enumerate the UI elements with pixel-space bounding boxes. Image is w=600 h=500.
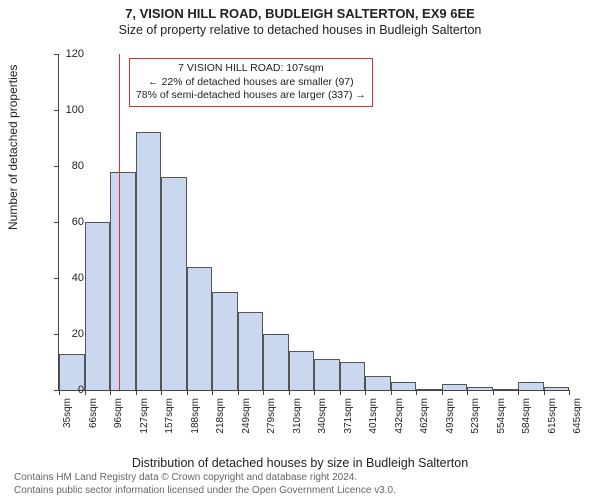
reference-line [119, 54, 120, 390]
histogram-bar [442, 384, 468, 390]
ytick-label: 120 [66, 48, 84, 60]
xtick-mark [314, 390, 315, 395]
xtick-label: 188sqm [190, 398, 201, 434]
plot-area: 35sqm66sqm96sqm127sqm157sqm188sqm218sqm2… [58, 54, 568, 410]
xtick-label: 462sqm [419, 398, 430, 434]
xtick-label: 279sqm [266, 398, 277, 434]
xtick-label: 371sqm [343, 398, 354, 434]
histogram-bar [289, 351, 315, 390]
histogram-bar [263, 334, 289, 390]
xtick-label: 523sqm [470, 398, 481, 434]
ytick-mark [54, 278, 59, 279]
xtick-mark [416, 390, 417, 395]
xtick-mark [340, 390, 341, 395]
histogram-bar [340, 362, 366, 390]
xtick-mark [59, 390, 60, 395]
xtick-mark [544, 390, 545, 395]
histogram-bar [544, 387, 570, 390]
xtick-label: 340sqm [317, 398, 328, 434]
xtick-mark [212, 390, 213, 395]
chart-inner: 35sqm66sqm96sqm127sqm157sqm188sqm218sqm2… [58, 54, 569, 391]
histogram-bar [518, 382, 544, 390]
xtick-label: 645sqm [572, 398, 583, 434]
xtick-mark [289, 390, 290, 395]
xtick-label: 615sqm [547, 398, 558, 434]
xtick-mark [85, 390, 86, 395]
ytick-mark [54, 334, 59, 335]
xtick-mark [263, 390, 264, 395]
y-axis-label: Number of detached properties [6, 65, 20, 230]
footer-line-1: Contains HM Land Registry data © Crown c… [14, 472, 396, 485]
xtick-label: 493sqm [445, 398, 456, 434]
ytick-label: 60 [72, 216, 84, 228]
annotation-line: ← 22% of detached houses are smaller (97… [136, 76, 366, 90]
annotation-line: 78% of semi-detached houses are larger (… [136, 89, 366, 103]
histogram-bar [187, 267, 213, 390]
histogram-bar [238, 312, 264, 390]
xtick-mark [493, 390, 494, 395]
histogram-bar [365, 376, 391, 390]
annotation-line: 7 VISION HILL ROAD: 107sqm [136, 62, 366, 76]
ytick-label: 0 [78, 384, 84, 396]
histogram-bar [110, 172, 136, 390]
chart-container: 7, VISION HILL ROAD, BUDLEIGH SALTERTON,… [0, 0, 600, 500]
xtick-label: 66sqm [88, 398, 99, 428]
xtick-label: 127sqm [139, 398, 150, 434]
histogram-bar [416, 389, 442, 390]
footer-line-2: Contains public sector information licen… [14, 485, 396, 498]
ytick-label: 80 [72, 160, 84, 172]
xtick-mark [518, 390, 519, 395]
xtick-mark [187, 390, 188, 395]
ytick-mark [54, 222, 59, 223]
histogram-bar [136, 132, 162, 390]
ytick-mark [54, 110, 59, 111]
xtick-label: 157sqm [164, 398, 175, 434]
annotation-box: 7 VISION HILL ROAD: 107sqm← 22% of detac… [129, 58, 373, 107]
xtick-label: 96sqm [113, 398, 124, 428]
xtick-mark [442, 390, 443, 395]
chart-title-sub: Size of property relative to detached ho… [0, 21, 600, 41]
ytick-mark [54, 54, 59, 55]
histogram-bar [493, 389, 519, 390]
histogram-bar [212, 292, 238, 390]
xtick-label: 401sqm [368, 398, 379, 434]
xtick-mark [365, 390, 366, 395]
xtick-mark [238, 390, 239, 395]
xtick-label: 584sqm [521, 398, 532, 434]
xtick-mark [569, 390, 570, 395]
xtick-label: 554sqm [496, 398, 507, 434]
xtick-mark [391, 390, 392, 395]
ytick-label: 40 [72, 272, 84, 284]
ytick-label: 20 [72, 328, 84, 340]
xtick-mark [161, 390, 162, 395]
footer-attribution: Contains HM Land Registry data © Crown c… [14, 472, 396, 497]
xtick-mark [467, 390, 468, 395]
ytick-mark [54, 166, 59, 167]
histogram-bar [314, 359, 340, 390]
histogram-bar [391, 382, 417, 390]
xtick-mark [136, 390, 137, 395]
histogram-bar [467, 387, 493, 390]
histogram-bar [85, 222, 111, 390]
xtick-label: 35sqm [62, 398, 73, 428]
histogram-bar [161, 177, 187, 390]
xtick-label: 249sqm [241, 398, 252, 434]
xtick-label: 218sqm [215, 398, 226, 434]
chart-title-main: 7, VISION HILL ROAD, BUDLEIGH SALTERTON,… [0, 0, 600, 21]
xtick-label: 310sqm [292, 398, 303, 434]
x-axis-label: Distribution of detached houses by size … [0, 456, 600, 470]
ytick-label: 100 [66, 104, 84, 116]
xtick-label: 432sqm [394, 398, 405, 434]
xtick-mark [110, 390, 111, 395]
